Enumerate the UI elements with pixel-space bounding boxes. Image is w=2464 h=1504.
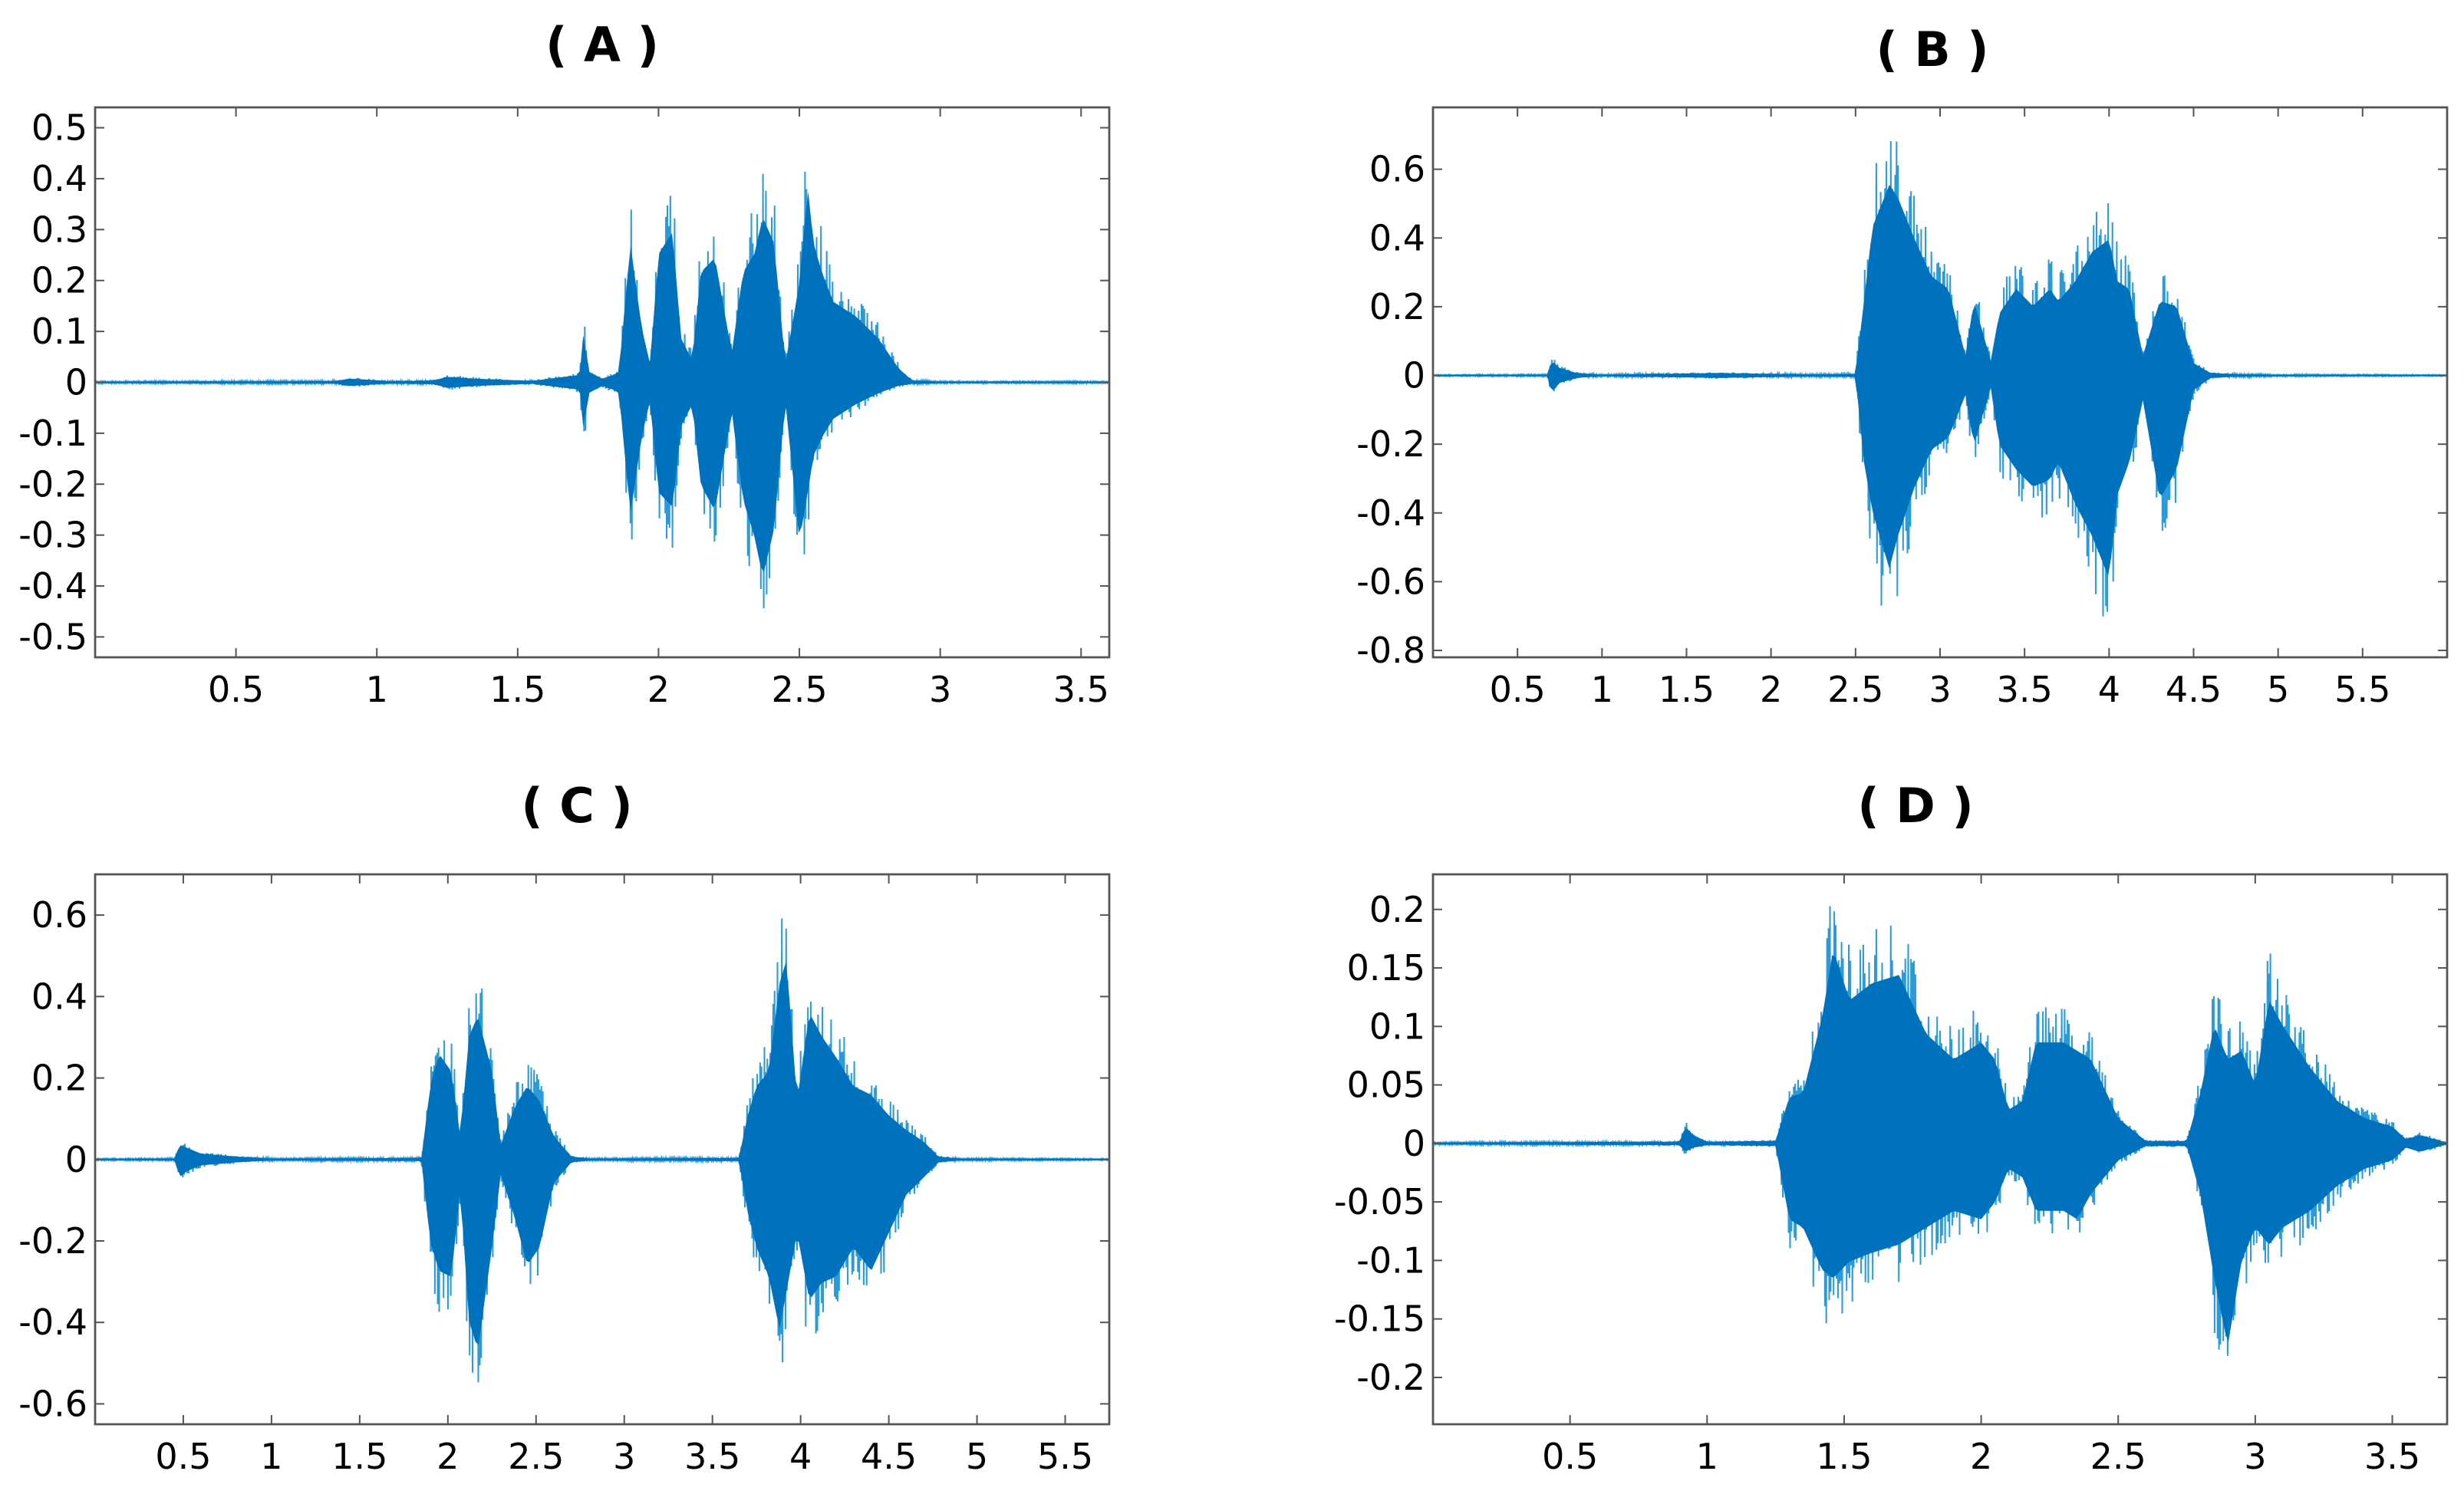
x-tick-label: 5 <box>2267 669 2289 710</box>
y-tick-label: -0.2 <box>18 1220 87 1262</box>
y-tick-label: 0.2 <box>31 1058 87 1099</box>
y-tick-label: 0.3 <box>31 209 87 250</box>
panel-title-b: ( B ) <box>1876 21 1988 77</box>
y-tick-label: -0.4 <box>1356 492 1425 534</box>
y-tick-label: 0.4 <box>31 158 87 199</box>
x-tick-label: 4.5 <box>861 1436 917 1477</box>
y-tick-label: 0 <box>1403 355 1425 397</box>
x-tick-label: 4.5 <box>2166 669 2222 710</box>
x-tick-label: 2 <box>436 1436 459 1477</box>
x-tick-label: 2.5 <box>771 669 827 710</box>
x-tick-label: 0.5 <box>1490 669 1546 710</box>
y-tick-label: 0 <box>65 1139 87 1180</box>
y-tick-label: -0.5 <box>18 616 87 657</box>
y-tick-label: -0.6 <box>1356 561 1425 602</box>
x-tick-label: 3 <box>2244 1436 2266 1477</box>
x-tick-label: 2 <box>1760 669 1782 710</box>
y-tick-label: 0.4 <box>31 976 87 1017</box>
y-tick-label: -0.05 <box>1334 1181 1425 1223</box>
y-tick-label: -0.4 <box>18 565 87 607</box>
y-tick-label: -0.8 <box>1356 630 1425 671</box>
waveform-envelope-b <box>1433 185 2447 576</box>
axes-frame-c <box>94 873 1111 1426</box>
panel-c: ( C ) 0.5 1 1.5 2 2.5 3 3.5 4 4.5 5 5.5 0.6 0.4 0.2 0 -0… <box>18 778 1111 1477</box>
y-tick-label: 0.6 <box>31 894 87 936</box>
y-tick-label: 0 <box>1403 1123 1425 1164</box>
y-tick-label: -0.2 <box>1356 423 1425 465</box>
y-tick-label: 0.4 <box>1369 217 1425 258</box>
y-tick-label: 0.5 <box>31 107 87 149</box>
y-tick-label: 0 <box>65 362 87 403</box>
panel-b: ( B ) 0.5 1 1.5 2 2.5 3 3.5 4 4.5 5 5.5 0.6 0.4 0.2 0 -0… <box>1356 21 2449 710</box>
y-tick-label: 0.6 <box>1369 149 1425 190</box>
panel-a: ( A ) 0.5 1 1.5 2 2.5 3 3.5 0.5 0.4 0.3 0.2 0.1 0 -0.1… <box>18 17 1111 710</box>
panel-d: ( D ) 0.5 1 1.5 2 2.5 3 3.5 0.2 0.15 0.1 0.05 0 -0.05… <box>1334 778 2449 1477</box>
y-tick-label: -0.6 <box>18 1383 87 1424</box>
x-tick-label: 4 <box>2098 669 2120 710</box>
panel-title-c: ( C ) <box>521 778 632 834</box>
panel-title-d: ( D ) <box>1857 778 1973 834</box>
x-tick-label: 1 <box>1591 669 1613 710</box>
waveform-envelope-c <box>95 961 1109 1345</box>
axes-frame-d <box>1431 873 2449 1426</box>
y-tick-label: -0.4 <box>18 1302 87 1343</box>
x-tick-label: 3 <box>613 1436 635 1477</box>
y-tick-label: -0.15 <box>1334 1298 1425 1340</box>
x-tick-label: 5.5 <box>1037 1436 1093 1477</box>
x-tick-label: 3.5 <box>1997 669 2053 710</box>
waveform-envelope-d <box>1433 955 2447 1342</box>
panel-title-a: ( A ) <box>545 17 659 73</box>
x-tick-label: 3.5 <box>2364 1436 2420 1477</box>
y-tick-label: -0.3 <box>18 515 87 556</box>
y-tick-label: 0.15 <box>1347 947 1425 989</box>
x-tick-label: 1.5 <box>1816 1436 1872 1477</box>
x-tick-label: 1.5 <box>489 669 545 710</box>
y-tick-label: -0.2 <box>18 463 87 505</box>
x-tick-label: 4 <box>789 1436 812 1477</box>
x-tick-label: 3 <box>929 669 951 710</box>
x-tick-label: 2 <box>647 669 670 710</box>
x-tick-label: 3.5 <box>684 1436 740 1477</box>
x-tick-label: 2 <box>1970 1436 1992 1477</box>
y-tick-label: -0.1 <box>18 413 87 454</box>
x-tick-label: 1 <box>1696 1436 1718 1477</box>
axes-box-c <box>94 873 1111 1426</box>
y-tick-label: 0.05 <box>1347 1065 1425 1106</box>
x-tick-label: 1 <box>366 669 388 710</box>
x-tick-label: 1.5 <box>1659 669 1715 710</box>
y-tick-label: 0.2 <box>1369 286 1425 327</box>
y-tick-label: 0.1 <box>31 311 87 352</box>
y-tick-label: 0.1 <box>1369 1005 1425 1047</box>
x-tick-label: 5 <box>966 1436 988 1477</box>
y-tick-label: 0.2 <box>1369 889 1425 930</box>
x-tick-label: 3.5 <box>1053 669 1109 710</box>
x-tick-label: 0.5 <box>155 1436 211 1477</box>
x-tick-label: 3 <box>1929 669 1951 710</box>
x-tick-label: 2.5 <box>508 1436 564 1477</box>
y-tick-label: -0.2 <box>1356 1357 1425 1398</box>
x-tick-label: 5.5 <box>2334 669 2390 710</box>
x-tick-label: 2.5 <box>1827 669 1883 710</box>
x-tick-label: 0.5 <box>208 669 264 710</box>
x-tick-label: 1.5 <box>331 1436 387 1477</box>
x-tick-label: 0.5 <box>1542 1436 1598 1477</box>
y-tick-label: 0.2 <box>31 260 87 301</box>
y-tick-label: -0.1 <box>1356 1239 1425 1281</box>
x-tick-label: 1 <box>260 1436 282 1477</box>
x-tick-label: 2.5 <box>2090 1436 2146 1477</box>
